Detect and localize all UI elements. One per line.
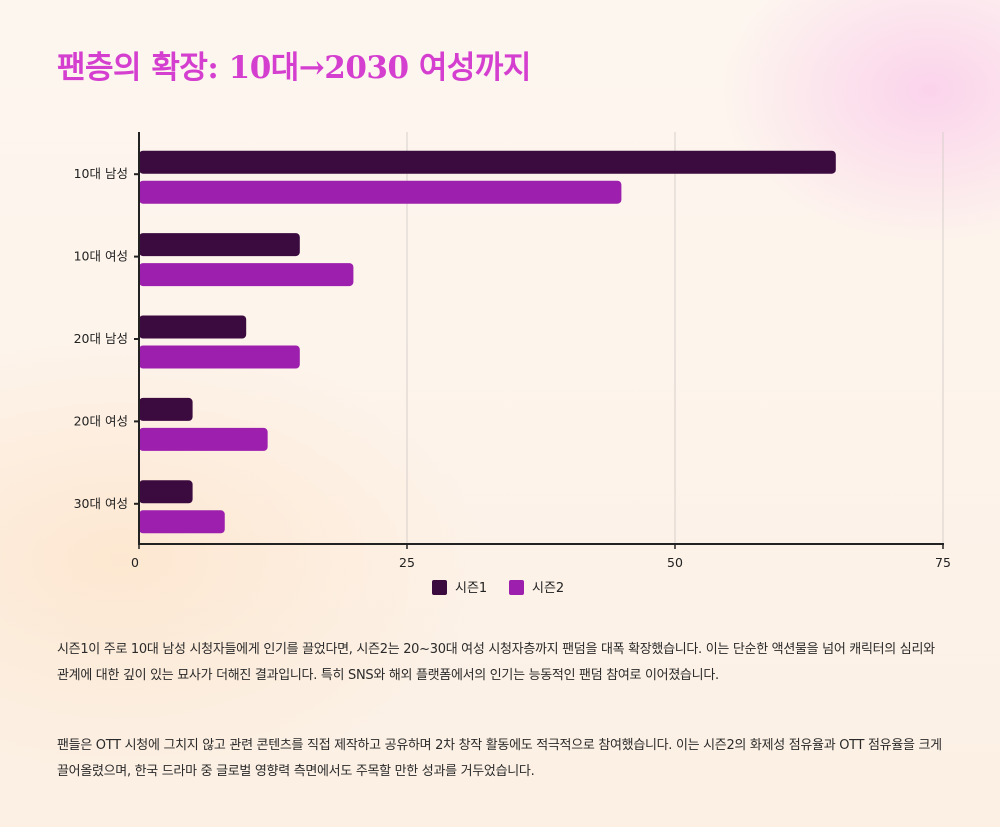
y-tick-label: 20대 여성: [74, 413, 128, 428]
x-tick-label: 75: [935, 555, 951, 570]
bar-1-3: [139, 315, 247, 339]
bars: [139, 150, 836, 534]
legend-swatch-2: [509, 580, 524, 595]
bar-1-2: [139, 233, 300, 257]
bar-2-2: [139, 263, 354, 287]
bar-2-5: [139, 510, 225, 534]
legend: 시즌1 시즌2: [432, 580, 564, 596]
bar-1-5: [139, 480, 193, 504]
y-tick-label: 30대 여성: [74, 496, 128, 511]
y-tick-label: 20대 남성: [74, 331, 128, 346]
axes: 10대 남성 10대 여성 20대 남성 20대 여성 30대 여성 0 25 50 75: [74, 132, 951, 570]
description-paragraph-2: 팬들은 OTT 시청에 그치지 않고 관련 콘텐츠를 직접 제작하고 공유하며 …: [57, 738, 942, 779]
y-tick-label: 10대 여성: [74, 249, 128, 264]
bar-2-1: [139, 180, 622, 204]
bar-1-4: [139, 397, 193, 421]
bar-2-3: [139, 345, 300, 369]
x-tick-label: 0: [131, 555, 139, 570]
y-tick-label: 10대 남성: [74, 166, 128, 181]
bar-2-4: [139, 427, 268, 451]
page-title: 팬층의 확장: 10대→2030 여성까지: [57, 50, 531, 86]
legend-label-1: 시즌1: [455, 581, 487, 596]
x-tick-label: 25: [399, 555, 415, 570]
bar-1-1: [139, 150, 836, 174]
x-tick-label: 50: [667, 555, 683, 570]
legend-label-2: 시즌2: [532, 581, 564, 596]
legend-swatch-1: [432, 580, 447, 595]
bar-chart: 10대 남성 10대 여성 20대 남성 20대 여성 30대 여성 0 25 50 75 시즌…: [74, 132, 951, 596]
description-paragraph-1: 시즌1이 주로 10대 남성 시청자들에게 인기를 끌었다면, 시즌2는 20~…: [57, 642, 935, 683]
